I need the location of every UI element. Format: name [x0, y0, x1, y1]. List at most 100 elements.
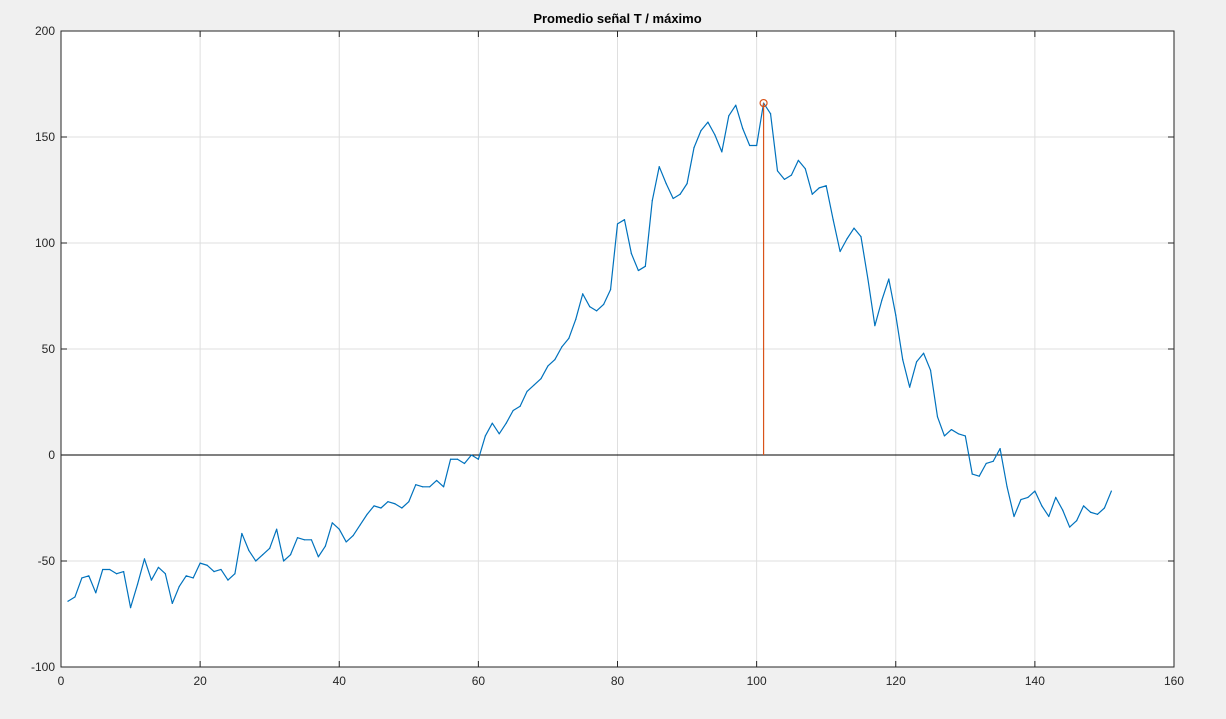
data-point: [303, 539, 306, 541]
x-tick-label: 80: [611, 674, 625, 688]
data-point: [547, 365, 549, 367]
data-point: [338, 528, 340, 530]
data-point: [700, 130, 702, 132]
data-point: [582, 293, 584, 295]
data-point: [422, 486, 424, 488]
data-point: [623, 219, 626, 221]
data-point: [756, 144, 758, 147]
data-point: [867, 278, 869, 280]
x-tick-label: 100: [747, 674, 767, 688]
data-point: [721, 151, 723, 153]
data-point: [241, 532, 243, 535]
data-point: [602, 303, 605, 306]
data-point: [136, 583, 139, 585]
data-point: [1055, 496, 1057, 498]
y-tick-label: 50: [42, 342, 56, 356]
data-point: [394, 503, 396, 505]
data-point: [797, 159, 799, 161]
data-point: [380, 507, 382, 509]
data-point: [783, 178, 786, 180]
data-point: [463, 462, 466, 465]
max-marker: [759, 98, 768, 108]
y-tick-label: 0: [48, 448, 55, 462]
data-point: [637, 269, 639, 272]
x-tick-label: 140: [1025, 674, 1045, 688]
data-point: [442, 486, 445, 488]
data-point: [714, 134, 716, 136]
data-point: [922, 352, 925, 354]
data-point: [874, 325, 876, 327]
y-tick-label: -50: [38, 554, 56, 568]
data-point: [512, 409, 514, 412]
data-point: [1089, 511, 1092, 513]
tick-labels: 0 20 40 60 80 100 120 140 160 -100 -50 0 50 100 150 200: [31, 24, 1184, 688]
data-point: [589, 306, 591, 308]
x-tick-label: 0: [58, 674, 65, 688]
data-point: [978, 475, 980, 477]
data-point: [811, 193, 813, 195]
data-point: [985, 462, 987, 465]
data-point: [470, 454, 473, 456]
data-point: [616, 223, 619, 225]
data-point: [658, 166, 660, 168]
data-point: [1103, 507, 1106, 509]
data-point: [776, 170, 779, 172]
data-point: [950, 428, 953, 431]
data-point: [373, 505, 375, 507]
data-point: [102, 568, 104, 571]
data-point: [533, 384, 535, 386]
data-point: [790, 174, 793, 176]
data-point: [227, 579, 229, 581]
x-tick-label: 20: [193, 674, 207, 688]
data-point: [248, 549, 250, 552]
data-point: [1020, 498, 1022, 501]
data-point: [971, 473, 973, 475]
data-point: [825, 185, 827, 187]
data-point: [526, 390, 528, 392]
data-point: [832, 219, 834, 221]
x-tick-label: 60: [472, 674, 486, 688]
data-point: [276, 528, 278, 530]
data-point: [262, 554, 264, 556]
data-point: [345, 541, 347, 543]
data-point: [234, 573, 236, 575]
y-tick-label: 100: [35, 236, 55, 250]
data-point: [575, 318, 577, 320]
data-point: [846, 238, 848, 240]
data-point: [742, 127, 744, 130]
data-point: [408, 501, 410, 503]
data-point: [171, 602, 173, 605]
data-point: [561, 346, 563, 348]
data-point: [916, 361, 918, 363]
data-point: [324, 545, 326, 547]
data-point: [255, 560, 257, 562]
data-point: [109, 568, 111, 571]
y-tick-label: 150: [35, 130, 55, 144]
data-point: [401, 507, 403, 509]
data-point: [81, 577, 83, 579]
data-point: [415, 484, 417, 486]
data-point: [707, 121, 709, 123]
data-point: [366, 513, 368, 515]
data-point: [679, 193, 681, 195]
data-point: [943, 435, 946, 437]
data-point: [1082, 505, 1085, 507]
data-point: [735, 104, 737, 106]
data-point: [1006, 486, 1008, 488]
data-point: [449, 458, 452, 460]
data-point: [436, 479, 438, 482]
data-point: [143, 558, 146, 560]
data-point: [540, 378, 542, 380]
data-point: [429, 486, 431, 488]
data-point: [331, 522, 333, 524]
data-point: [283, 560, 285, 562]
data-point: [860, 236, 862, 238]
data-point: [213, 571, 215, 573]
data-point: [1110, 490, 1112, 492]
data-point: [1034, 490, 1036, 492]
data-point: [220, 568, 222, 571]
data-point: [484, 435, 486, 437]
data-point: [769, 113, 772, 115]
data-point: [888, 278, 890, 280]
